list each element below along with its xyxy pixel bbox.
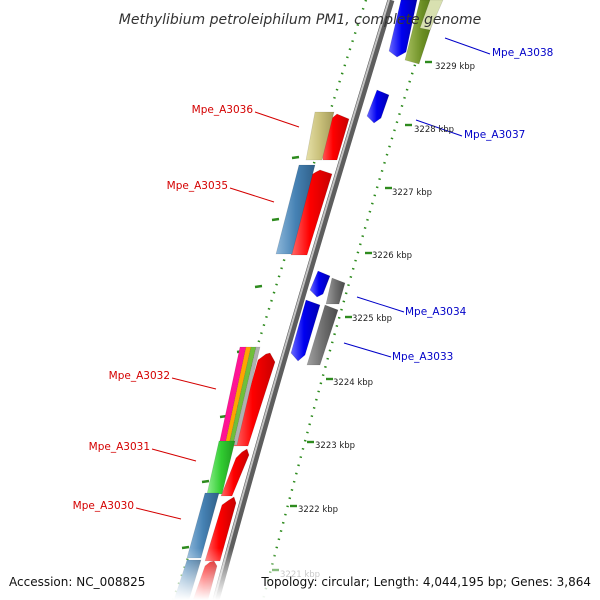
forward-gene-labels: Mpe_A3036 Mpe_A3035 Mpe_A3032 Mpe_A3031 … <box>73 104 254 512</box>
tick-label-3222: 3222 kbp <box>298 505 338 515</box>
tick-label-3228: 3228 kbp <box>414 125 454 135</box>
gene-label-Mpe_A3037[interactable]: Mpe_A3037 <box>464 129 525 141</box>
gene-arrow-Mpe_A3033 <box>290 299 321 362</box>
gene-box-Mpe_A3033 <box>306 304 339 366</box>
gene-arrow-Mpe_A3037 <box>366 89 390 124</box>
tick-label-3227: 3227 kbp <box>392 188 432 198</box>
gene-label-Mpe_A3031[interactable]: Mpe_A3031 <box>89 441 150 453</box>
tick-label-3229: 3229 kbp <box>435 62 475 72</box>
tick-label-3224: 3224 kbp <box>333 378 373 388</box>
gene-arrow-Mpe_A3032 <box>233 352 276 447</box>
genome-summary-text: Topology: circular; Length: 4,044,195 bp… <box>260 575 591 589</box>
inner-major-ticks <box>272 60 432 572</box>
tick-label-3226: 3226 kbp <box>372 251 412 261</box>
gene-box-Mpe_A3036 <box>305 111 335 161</box>
gene-label-Mpe_A3035[interactable]: Mpe_A3035 <box>167 180 228 192</box>
bottom-fade <box>0 548 600 600</box>
gene-box-Mpe_A3038-light <box>419 0 444 31</box>
gene-arrow-Mpe_A3035 <box>290 169 333 256</box>
inner-dotted-ring <box>261 0 438 600</box>
scale-tick-labels: 3229 kbp 3228 kbp 3227 kbp 3226 kbp 3225… <box>280 62 475 580</box>
gene-box-Mpe_A3032-grey <box>232 346 261 446</box>
gene-label-Mpe_A3033[interactable]: Mpe_A3033 <box>392 351 453 363</box>
gene-box-Mpe_A3035 <box>275 164 316 255</box>
gene-label-Mpe_A3038[interactable]: Mpe_A3038 <box>492 47 553 59</box>
gene-box-Mpe_A3031 <box>206 440 236 495</box>
reverse-leader-lines <box>343 37 491 358</box>
gene-label-Mpe_A3034[interactable]: Mpe_A3034 <box>405 306 467 318</box>
gene-arrow-Mpe_A3038 <box>388 0 418 58</box>
gene-arrow-Mpe_A3034 <box>309 270 331 298</box>
gene-arrow-Mpe_A3031 <box>220 448 250 497</box>
forward-leader-lines <box>135 111 300 520</box>
tick-label-3225: 3225 kbp <box>352 314 392 324</box>
reverse-gene-labels: Mpe_A3038 Mpe_A3037 Mpe_A3034 Mpe_A3033 <box>392 47 553 363</box>
tick-label-3223: 3223 kbp <box>315 441 355 451</box>
reverse-gene-glyphs <box>290 0 444 366</box>
genome-backbone <box>212 0 395 600</box>
tick-label-3221: 3221 kbp <box>280 570 320 580</box>
accession-text: Accession: NC_008825 <box>9 575 145 589</box>
genome-backbone-highlight <box>213 0 390 600</box>
map-title: Methylibium petroleiphilum PM1, complete… <box>119 12 481 28</box>
gene-box-Mpe_A3034 <box>325 277 346 305</box>
gene-label-Mpe_A3030[interactable]: Mpe_A3030 <box>73 500 134 512</box>
gene-label-Mpe_A3036[interactable]: Mpe_A3036 <box>192 104 254 116</box>
gene-label-Mpe_A3032[interactable]: Mpe_A3032 <box>109 370 170 382</box>
